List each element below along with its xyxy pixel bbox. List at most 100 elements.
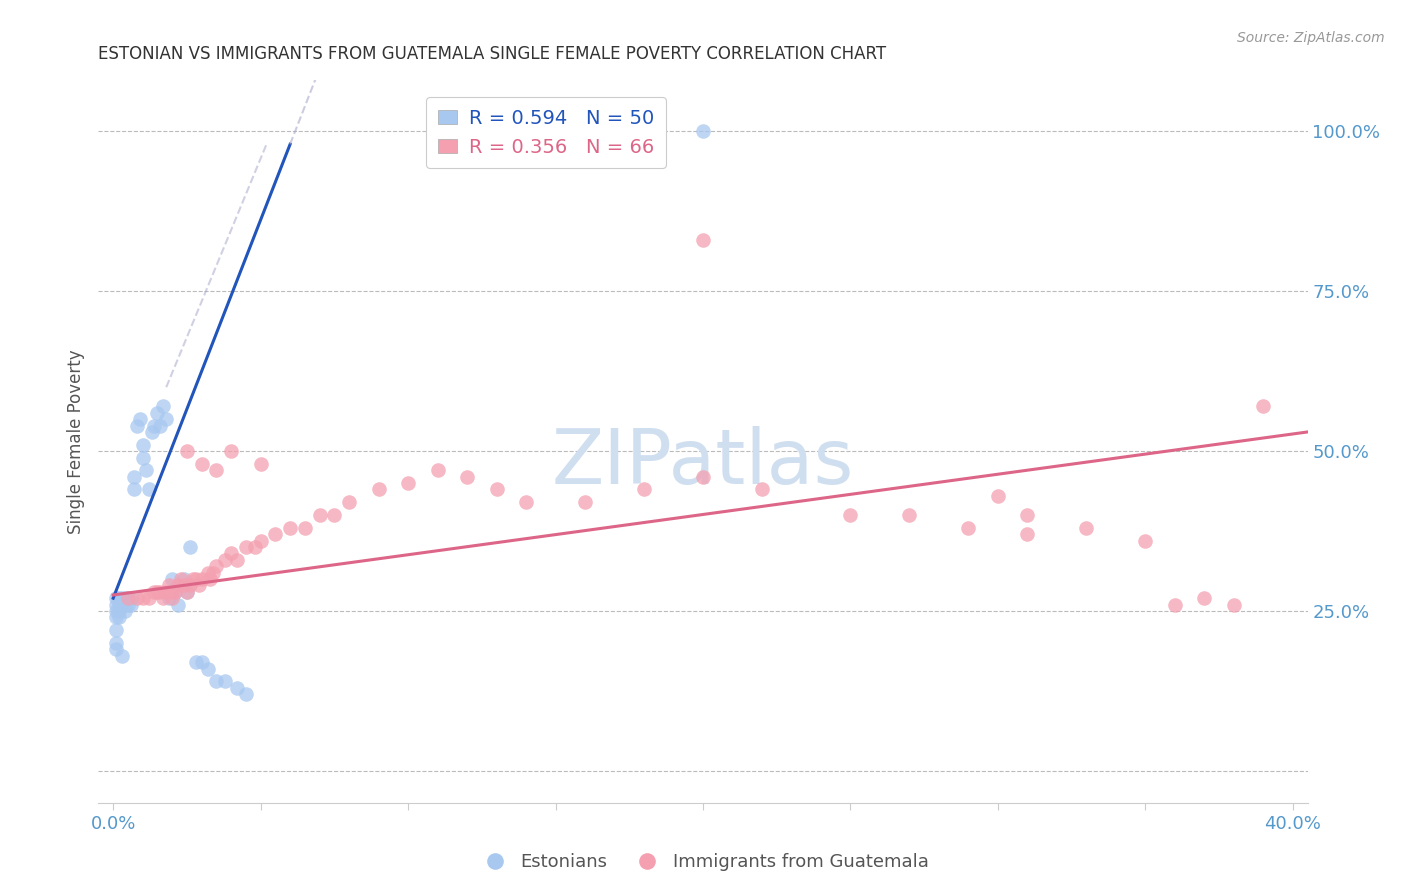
Point bbox=[114, 598, 136, 612]
Point bbox=[197, 661, 219, 675]
Point bbox=[367, 483, 389, 497]
Point bbox=[190, 457, 212, 471]
Point bbox=[692, 233, 714, 247]
Point bbox=[574, 495, 596, 509]
Point bbox=[157, 591, 180, 606]
Point bbox=[155, 584, 177, 599]
Point bbox=[105, 604, 128, 618]
Point bbox=[1017, 527, 1039, 541]
Point bbox=[131, 438, 153, 452]
Point bbox=[396, 476, 419, 491]
Point bbox=[131, 450, 153, 465]
Point bbox=[957, 521, 980, 535]
Point bbox=[456, 469, 478, 483]
Point bbox=[294, 521, 316, 535]
Point bbox=[120, 591, 142, 606]
Point bbox=[692, 124, 714, 138]
Point bbox=[1135, 533, 1157, 548]
Point bbox=[117, 591, 139, 606]
Point bbox=[125, 418, 148, 433]
Point bbox=[105, 623, 128, 637]
Point bbox=[155, 412, 177, 426]
Point bbox=[200, 572, 222, 586]
Point bbox=[205, 559, 228, 574]
Point bbox=[143, 418, 166, 433]
Point bbox=[138, 483, 160, 497]
Point bbox=[165, 584, 187, 599]
Point bbox=[122, 469, 145, 483]
Point bbox=[1223, 598, 1246, 612]
Point bbox=[179, 578, 201, 592]
Text: ZIPatlas: ZIPatlas bbox=[551, 426, 855, 500]
Point bbox=[308, 508, 330, 522]
Point bbox=[337, 495, 360, 509]
Point bbox=[249, 457, 271, 471]
Point bbox=[226, 681, 249, 695]
Point bbox=[226, 553, 249, 567]
Point bbox=[190, 655, 212, 669]
Point bbox=[160, 572, 183, 586]
Point bbox=[105, 598, 128, 612]
Point bbox=[157, 578, 180, 592]
Point bbox=[264, 527, 287, 541]
Point bbox=[111, 648, 134, 663]
Point bbox=[187, 578, 209, 592]
Point bbox=[202, 566, 225, 580]
Point bbox=[105, 642, 128, 657]
Point bbox=[692, 469, 714, 483]
Point bbox=[135, 463, 157, 477]
Point bbox=[143, 584, 166, 599]
Point bbox=[165, 584, 187, 599]
Point bbox=[176, 584, 198, 599]
Point bbox=[214, 674, 236, 689]
Text: ESTONIAN VS IMMIGRANTS FROM GUATEMALA SINGLE FEMALE POVERTY CORRELATION CHART: ESTONIAN VS IMMIGRANTS FROM GUATEMALA SI… bbox=[98, 45, 887, 63]
Point bbox=[1017, 508, 1039, 522]
Point bbox=[485, 483, 508, 497]
Point bbox=[131, 591, 153, 606]
Point bbox=[111, 591, 134, 606]
Y-axis label: Single Female Poverty: Single Female Poverty bbox=[66, 350, 84, 533]
Point bbox=[170, 572, 193, 586]
Point bbox=[987, 489, 1010, 503]
Point bbox=[751, 483, 773, 497]
Point bbox=[152, 400, 174, 414]
Text: Source: ZipAtlas.com: Source: ZipAtlas.com bbox=[1237, 31, 1385, 45]
Point bbox=[105, 610, 128, 624]
Point bbox=[214, 553, 236, 567]
Point bbox=[111, 598, 134, 612]
Point bbox=[128, 412, 150, 426]
Point bbox=[114, 591, 136, 606]
Point bbox=[160, 591, 183, 606]
Point bbox=[176, 584, 198, 599]
Point bbox=[146, 406, 169, 420]
Point bbox=[105, 591, 128, 606]
Point bbox=[108, 591, 131, 606]
Point bbox=[839, 508, 862, 522]
Point bbox=[278, 521, 301, 535]
Point bbox=[1076, 521, 1098, 535]
Point bbox=[181, 572, 204, 586]
Point bbox=[108, 598, 131, 612]
Point bbox=[205, 463, 228, 477]
Point bbox=[179, 540, 201, 554]
Point bbox=[117, 598, 139, 612]
Point bbox=[117, 591, 139, 606]
Point bbox=[219, 546, 242, 560]
Point bbox=[173, 578, 195, 592]
Point bbox=[219, 444, 242, 458]
Point bbox=[120, 598, 142, 612]
Point bbox=[141, 425, 163, 439]
Point bbox=[167, 598, 190, 612]
Point bbox=[125, 591, 148, 606]
Point bbox=[114, 604, 136, 618]
Point bbox=[197, 566, 219, 580]
Legend: R = 0.594   N = 50, R = 0.356   N = 66: R = 0.594 N = 50, R = 0.356 N = 66 bbox=[426, 97, 665, 169]
Point bbox=[146, 584, 169, 599]
Point bbox=[633, 483, 655, 497]
Point bbox=[249, 533, 271, 548]
Point bbox=[160, 584, 183, 599]
Point bbox=[108, 610, 131, 624]
Point bbox=[184, 572, 207, 586]
Point bbox=[152, 591, 174, 606]
Point bbox=[515, 495, 537, 509]
